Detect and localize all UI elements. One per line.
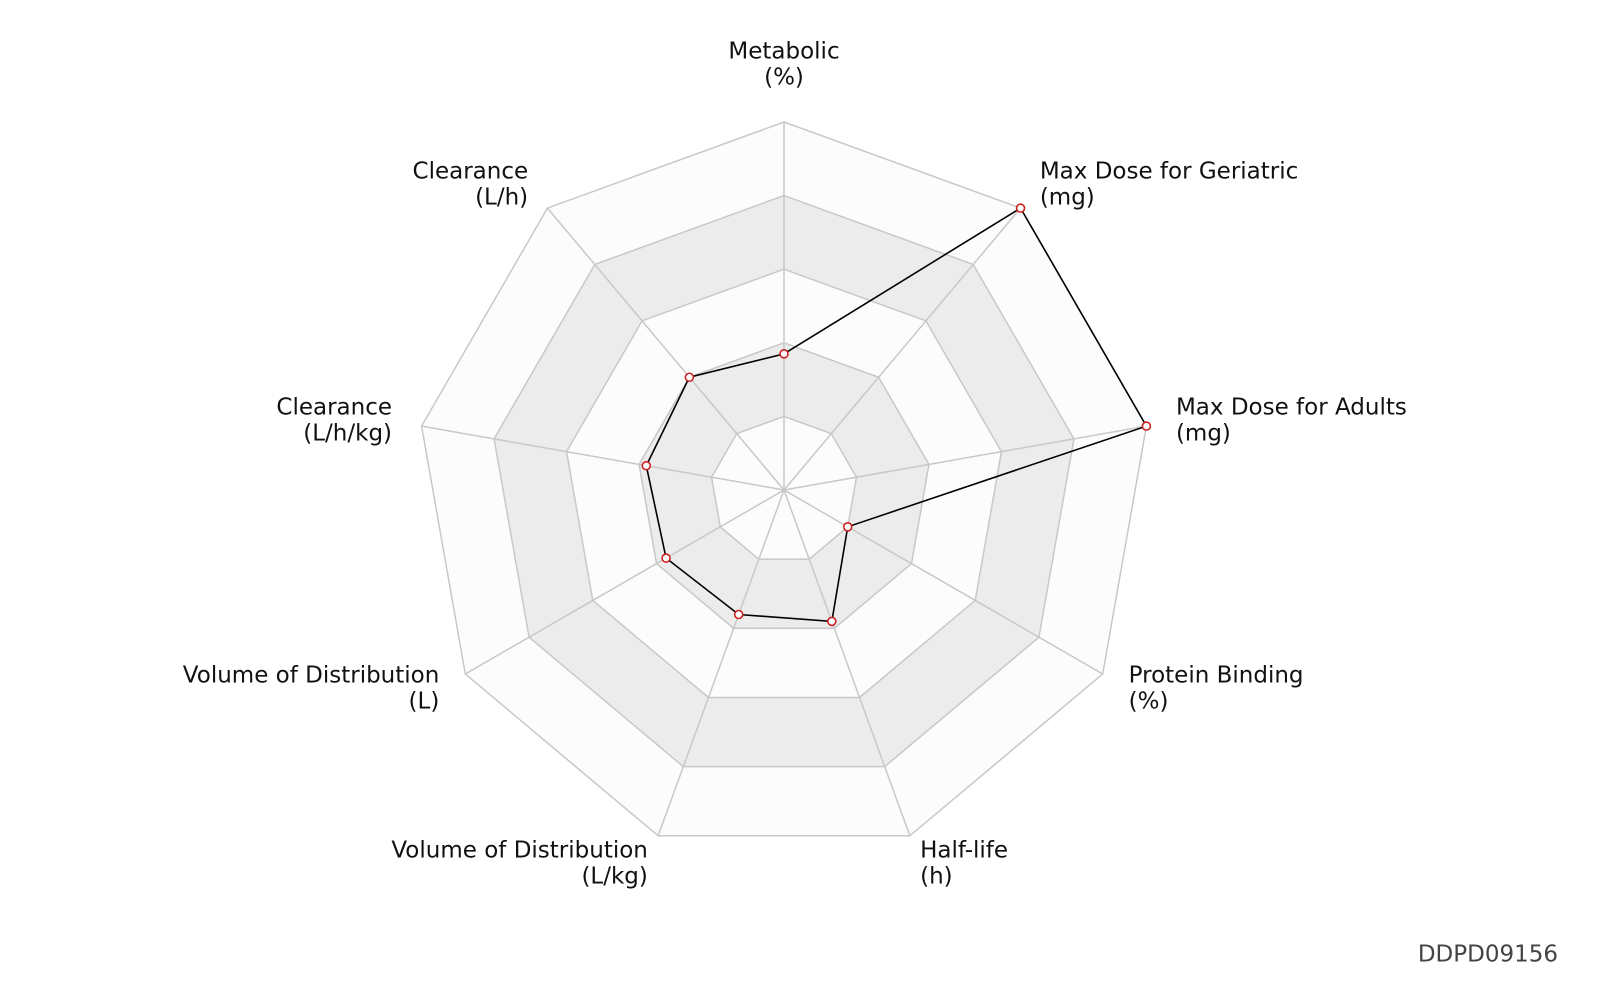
data-point: [827, 616, 837, 627]
axis-label: Volume of Distribution: [183, 663, 440, 689]
data-point: [1015, 203, 1026, 213]
axis-label: Clearance: [276, 394, 392, 420]
spoke: [783, 489, 1104, 675]
data-point: [684, 372, 695, 383]
axis-label: Max Dose for Adults: [1176, 394, 1407, 420]
spoke: [546, 207, 785, 491]
data-point: [661, 553, 671, 563]
axis-unit: (mg): [1176, 420, 1231, 446]
radar-spokes: [421, 122, 1147, 837]
spoke: [464, 489, 785, 675]
watermark: DDPD09156: [1418, 942, 1558, 968]
spoke: [657, 489, 785, 837]
data-point: [842, 521, 853, 532]
axis-unit: (L): [409, 689, 440, 715]
axis-unit: (h): [920, 863, 953, 889]
axis-unit: (%): [1129, 689, 1169, 715]
axis-label: Max Dose for Geriatric: [1040, 159, 1298, 185]
spoke: [783, 207, 1022, 491]
axis-label: Metabolic: [728, 39, 839, 65]
data-point: [733, 609, 744, 620]
series-line: [645, 206, 1148, 623]
data-point: [779, 349, 789, 359]
data-point: [641, 460, 652, 471]
data-point: [1141, 421, 1152, 431]
plot: Metabolic(%)Max Dose for Geriatric(mg)Ma…: [183, 39, 1407, 890]
spoke: [783, 489, 911, 837]
spoke: [783, 425, 1147, 491]
axis-label: Volume of Distribution: [391, 837, 648, 863]
axis-unit: (%): [764, 65, 804, 91]
axis-label: Clearance: [413, 159, 529, 185]
axis-unit: (mg): [1040, 185, 1095, 211]
spoke: [421, 425, 785, 491]
axis-label: Half-life: [920, 837, 1008, 863]
axis-unit: (L/h): [475, 185, 528, 211]
axis-unit: (L/kg): [581, 863, 647, 889]
axis-label: Protein Binding: [1129, 663, 1304, 689]
axis-unit: (L/h/kg): [303, 420, 392, 446]
